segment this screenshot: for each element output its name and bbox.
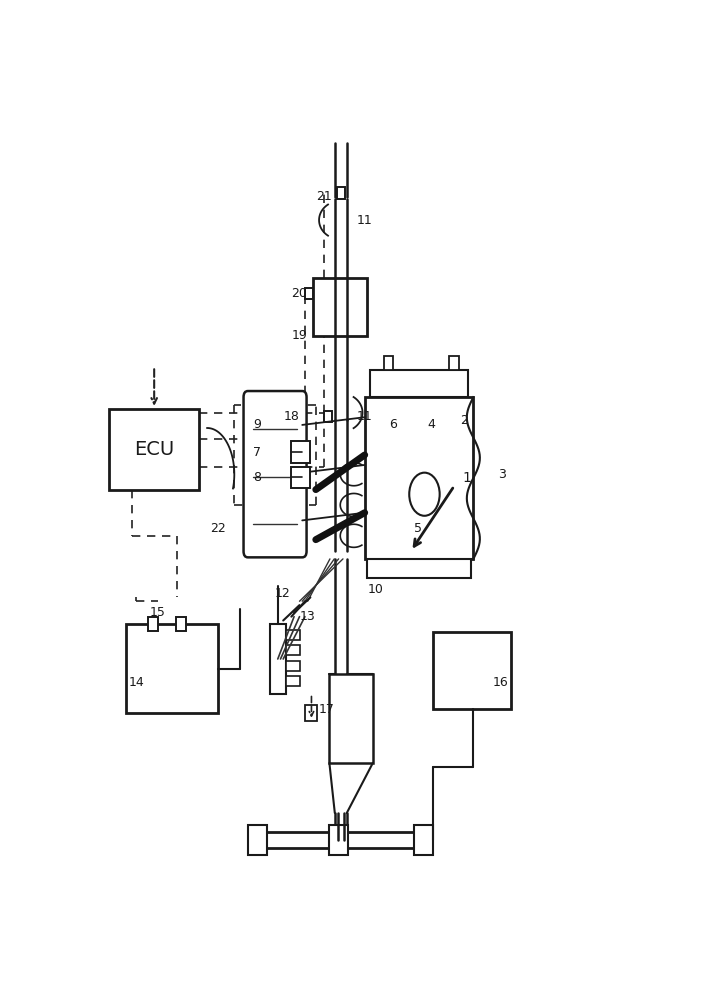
Text: 21: 21	[315, 190, 332, 204]
Bar	[286, 676, 299, 686]
Bar	[292, 441, 311, 463]
Text: 17: 17	[318, 703, 334, 716]
Text: 18: 18	[283, 410, 299, 423]
Text: ECU: ECU	[134, 440, 175, 459]
Text: 4: 4	[427, 418, 435, 431]
Bar	[305, 288, 313, 299]
Bar	[292, 466, 311, 488]
Text: 10: 10	[367, 583, 383, 596]
Bar	[248, 825, 267, 855]
Bar	[329, 825, 348, 855]
Bar	[433, 632, 512, 709]
Text: 16: 16	[492, 676, 508, 689]
Bar	[109, 409, 199, 490]
Text: 3: 3	[498, 468, 505, 481]
Bar	[370, 370, 468, 397]
Text: 12: 12	[275, 587, 291, 600]
Text: 22: 22	[210, 522, 226, 535]
Text: 2: 2	[460, 414, 468, 427]
Bar	[286, 645, 299, 655]
Text: 15: 15	[150, 606, 166, 619]
Bar	[125, 624, 218, 713]
Text: 9: 9	[253, 418, 261, 431]
FancyBboxPatch shape	[243, 391, 306, 557]
Text: 19: 19	[292, 329, 307, 342]
Text: 13: 13	[299, 610, 315, 623]
Text: 11: 11	[357, 214, 372, 227]
Bar	[149, 617, 158, 631]
Text: 11: 11	[357, 410, 372, 423]
Circle shape	[409, 473, 440, 516]
Bar	[286, 661, 299, 671]
Bar	[313, 278, 367, 336]
Bar	[176, 617, 186, 631]
Text: 5: 5	[414, 522, 421, 535]
Text: 14: 14	[128, 676, 144, 689]
Bar	[325, 411, 332, 422]
Text: 6: 6	[389, 418, 397, 431]
Bar	[286, 630, 299, 640]
Bar	[305, 705, 317, 721]
Text: 8: 8	[253, 471, 261, 484]
Text: 7: 7	[253, 446, 261, 459]
Bar	[270, 624, 286, 694]
Bar	[365, 397, 473, 559]
Bar	[329, 674, 373, 763]
Text: 1: 1	[463, 471, 471, 485]
Bar	[449, 356, 458, 370]
Bar	[383, 356, 393, 370]
Bar	[367, 559, 470, 578]
Bar	[414, 825, 433, 855]
Text: 20: 20	[292, 287, 307, 300]
Bar	[336, 187, 345, 199]
